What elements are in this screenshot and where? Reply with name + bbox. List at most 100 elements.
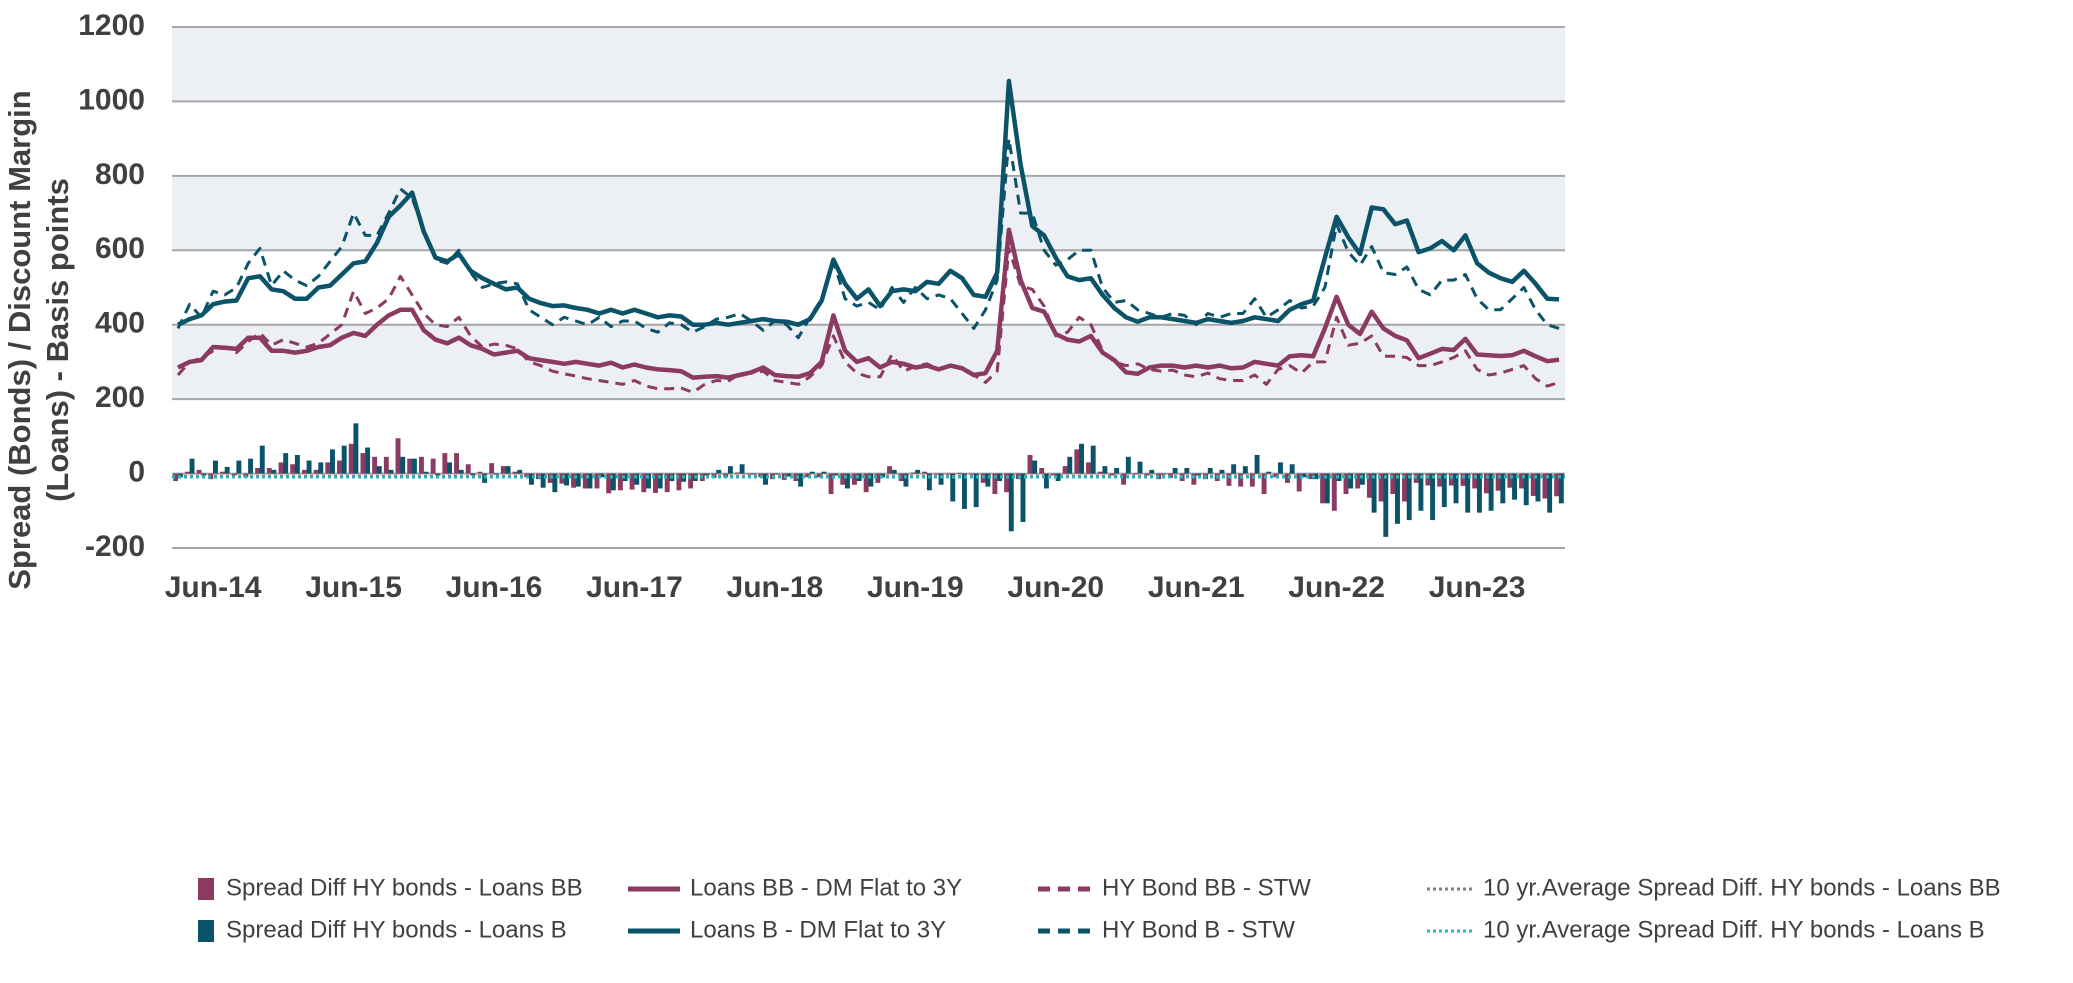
- bar-b: [587, 473, 593, 489]
- bar-bb: [1238, 473, 1244, 487]
- bar-bb: [348, 443, 354, 474]
- bar-bb: [477, 471, 483, 474]
- bar-b: [1196, 473, 1201, 476]
- bar-bb: [992, 473, 998, 495]
- bar-b: [1137, 461, 1143, 474]
- bar-bb: [734, 472, 740, 474]
- bar-bb: [372, 456, 378, 474]
- bar-b: [1278, 462, 1283, 474]
- bar-bb: [1460, 473, 1466, 486]
- bar-b: [1266, 471, 1272, 474]
- bar-b: [903, 473, 909, 487]
- x-tick-label: Jun-19: [867, 571, 964, 604]
- bar-bb: [805, 473, 811, 478]
- x-tick-label: Jun-18: [727, 571, 824, 604]
- series-line-1: [176, 246, 1560, 394]
- bar-b: [1523, 473, 1529, 506]
- bar-bb: [1132, 473, 1138, 475]
- x-tick-label: Jun-20: [1007, 571, 1104, 604]
- bar-b: [1313, 473, 1319, 480]
- bar-bb: [1191, 473, 1197, 485]
- bar-bb: [290, 464, 296, 474]
- bar-b: [330, 449, 335, 474]
- bar-b: [1055, 473, 1061, 482]
- bar-b: [997, 473, 1003, 482]
- bar-b: [493, 473, 499, 475]
- bar-bb: [875, 473, 881, 483]
- bar-bb: [688, 473, 694, 489]
- x-axis-ticks: Jun-14 Jun-15 Jun-16 Jun-17 Jun-18 Jun-19 Jun-…: [165, 571, 1526, 604]
- bar-b: [739, 464, 745, 474]
- bar-b: [552, 473, 558, 493]
- bar-b: [868, 473, 874, 487]
- bar-bb: [945, 473, 951, 475]
- bar-b: [1043, 473, 1049, 489]
- bar-bb: [442, 453, 448, 474]
- bar-b: [341, 445, 347, 474]
- bar-b: [786, 473, 792, 477]
- bar-b: [1383, 473, 1389, 537]
- bar-bb: [1249, 473, 1255, 487]
- bar-bb: [1402, 473, 1407, 502]
- bar-bb: [1308, 473, 1314, 480]
- bar-bb: [863, 473, 869, 493]
- bar-b: [575, 473, 581, 487]
- bar-bb: [851, 473, 857, 485]
- bar-bb: [571, 473, 577, 488]
- bar-bb: [489, 463, 495, 474]
- bar-b: [353, 423, 359, 474]
- y-tick-label: 1000: [78, 83, 145, 116]
- bar-bb: [969, 473, 974, 475]
- bar-b: [259, 445, 265, 474]
- bar-bb: [606, 473, 612, 494]
- bar-b: [1348, 473, 1354, 489]
- legend-entry: Spread Diff HY bonds - Loans B: [198, 916, 567, 943]
- bar-b: [212, 460, 218, 474]
- y-axis-ticks: 1200 1000 800 600 400 200 0 -200: [78, 9, 145, 563]
- shaded-band-2: [172, 27, 1565, 102]
- bar-b: [458, 469, 464, 474]
- bar-b: [599, 473, 605, 478]
- y-tick-label: 400: [95, 307, 145, 340]
- bar-b: [973, 473, 979, 508]
- legend-label: Spread Diff HY bonds - Loans BB: [226, 874, 583, 901]
- bar-b: [248, 458, 254, 474]
- bar-b: [1008, 473, 1014, 532]
- bar-b: [1476, 473, 1482, 513]
- bar-b: [1079, 443, 1084, 474]
- bar-b: [505, 466, 511, 474]
- legend-swatch: [198, 878, 214, 900]
- legend: Spread Diff HY bonds - Loans BB Loans BB …: [198, 874, 2001, 943]
- bar-b: [1324, 473, 1330, 504]
- bar-b: [844, 473, 850, 489]
- bar-b: [1371, 473, 1377, 513]
- bar-b: [622, 473, 628, 482]
- bar-b: [1020, 473, 1026, 522]
- legend-entry: 10 yr.Average Spread Diff. HY bonds - Lo…: [1427, 916, 1985, 943]
- bar-b: [376, 466, 382, 474]
- bar-bb: [1355, 473, 1361, 489]
- bar-b: [1231, 464, 1237, 474]
- legend-swatch: [198, 920, 214, 942]
- legend-entry: Spread Diff HY bonds - Loans BB: [198, 874, 583, 901]
- legend-label: 10 yr.Average Spread Diff. HY bonds - Lo…: [1483, 916, 1985, 943]
- bar-bb: [898, 473, 904, 482]
- bar-b: [1535, 473, 1541, 502]
- bar-bb: [676, 473, 682, 491]
- bar-b: [1359, 473, 1365, 485]
- legend-entry: HY Bond BB - STW: [1038, 874, 1311, 901]
- bar-b: [1090, 445, 1096, 474]
- bar-b: [283, 453, 289, 474]
- bar-b: [634, 473, 640, 485]
- bar-bb: [1554, 473, 1560, 497]
- bar-bb: [1144, 473, 1150, 476]
- bar-bb: [1530, 473, 1536, 496]
- bar-bb: [629, 473, 635, 490]
- bar-bb: [1050, 473, 1056, 476]
- legend-entry: HY Bond B - STW: [1038, 916, 1295, 943]
- bar-b: [1301, 473, 1307, 478]
- bar-bb: [1331, 473, 1337, 511]
- bar-b: [1219, 469, 1225, 474]
- bar-b: [517, 469, 523, 474]
